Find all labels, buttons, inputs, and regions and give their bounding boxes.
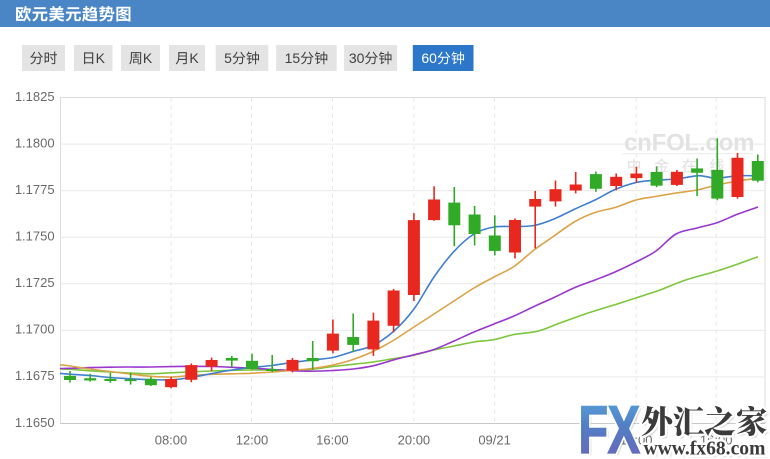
- svg-text:K: K: [189, 50, 199, 66]
- svg-text:5: 5: [224, 50, 232, 66]
- svg-text:FX: FX: [581, 394, 643, 459]
- svg-text:15: 15: [285, 50, 301, 66]
- svg-text:1.1800: 1.1800: [15, 135, 55, 150]
- svg-text:60: 60: [421, 50, 437, 66]
- svg-text:K: K: [143, 50, 153, 66]
- svg-text:1.1825: 1.1825: [15, 89, 55, 104]
- svg-text:1.1775: 1.1775: [15, 182, 55, 197]
- svg-text:FX: FX: [578, 392, 640, 459]
- svg-text:1.1650: 1.1650: [15, 415, 55, 430]
- svg-text:1.1725: 1.1725: [15, 275, 55, 290]
- svg-text:09/21: 09/21: [478, 433, 511, 448]
- svg-text:www.fx68.com: www.fx68.com: [644, 439, 766, 459]
- svg-text:www.fx68.com: www.fx68.com: [644, 439, 766, 459]
- svg-text:cnFOL.com: cnFOL.com: [624, 129, 754, 156]
- svg-text:K: K: [96, 50, 106, 66]
- svg-text:30: 30: [349, 50, 365, 66]
- svg-text:FX: FX: [578, 392, 640, 459]
- svg-text:12:00: 12:00: [236, 433, 269, 448]
- svg-text:1.1750: 1.1750: [15, 229, 55, 244]
- svg-text:1.1700: 1.1700: [15, 322, 55, 337]
- svg-text:16:00: 16:00: [316, 433, 349, 448]
- svg-text:08:00: 08:00: [155, 433, 188, 448]
- svg-text:1.1675: 1.1675: [15, 368, 55, 383]
- svg-text:www.fx68.com: www.fx68.com: [646, 441, 768, 459]
- svg-text:20:00: 20:00: [398, 433, 431, 448]
